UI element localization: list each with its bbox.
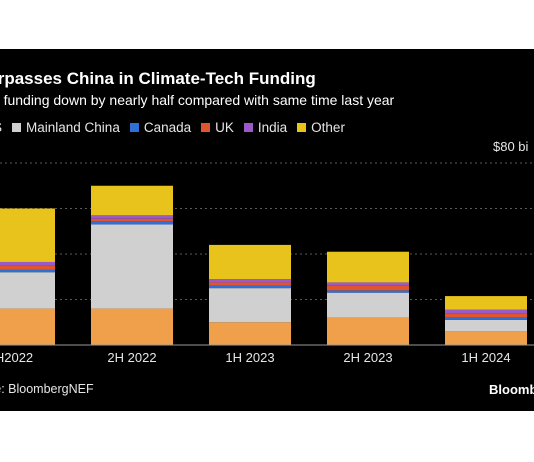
bar-segment [209,279,291,283]
bar-segment [445,331,527,345]
brand-logo: Bloomb [489,382,534,397]
x-tick-label: 1H 2023 [225,350,274,365]
bar-segment [209,285,291,289]
bar-segment [91,218,173,222]
bar-segment [327,251,409,283]
legend-swatch [297,122,307,132]
legend-item: Mainland China [12,120,120,135]
x-tick-label: 1H 2024 [461,350,510,365]
bar-segment [91,308,173,345]
chart-subtitle: oal funding down by nearly half compared… [0,92,395,108]
chart-panel: Surpasses China in Climate-Tech Funding … [0,49,534,411]
bar-segment [327,292,409,318]
bar-segment [209,288,291,323]
legend-item: Canada [129,119,192,135]
bar-segment [0,308,55,345]
legend-label: Other [311,119,345,135]
x-tick-label: 2H 2022 [107,350,156,365]
legend-swatch [243,122,253,132]
bar-segment [91,185,173,216]
bar-segment [327,317,409,345]
legend-label: India [257,119,288,135]
bar-segment [91,221,173,225]
legend-item: UK [201,120,234,135]
legend-item: India [243,119,288,135]
source-note: ce: BloombergNEF [0,382,94,396]
bar-segment [445,319,527,332]
bar-segment [445,313,527,318]
legend-label: UK [215,119,234,135]
chart-legend: S Mainland China Canada UK India Other [0,118,355,136]
bar-segment [0,265,55,270]
bar-segment [327,285,409,291]
legend-label: S [0,120,2,135]
legend-item: S [0,120,2,135]
bar-segment [0,261,55,266]
legend-swatch [201,122,211,132]
legend-item: Other [297,120,345,135]
bar-segment [0,208,55,262]
chart-title: Surpasses China in Climate-Tech Funding [0,69,316,88]
y-axis-max-label: $80 bi [493,139,529,154]
bar-segment [0,269,55,273]
legend-label: Mainland China [26,119,120,135]
x-tick-label: 2H 2023 [343,350,392,365]
bar-segment [327,290,409,293]
bar-segment [209,282,291,286]
bar-segment [209,322,291,345]
legend-label: Canada [143,119,192,135]
bar-segment [327,282,409,286]
bar-segment [0,272,55,309]
legend-swatch [129,122,139,132]
bar-segment [91,215,173,219]
bar-segment [445,317,527,320]
bar-segment [445,309,527,314]
bar-segment [91,224,173,309]
bar-segment [445,296,527,310]
bar-segment [209,244,291,280]
legend-swatch [12,122,22,132]
